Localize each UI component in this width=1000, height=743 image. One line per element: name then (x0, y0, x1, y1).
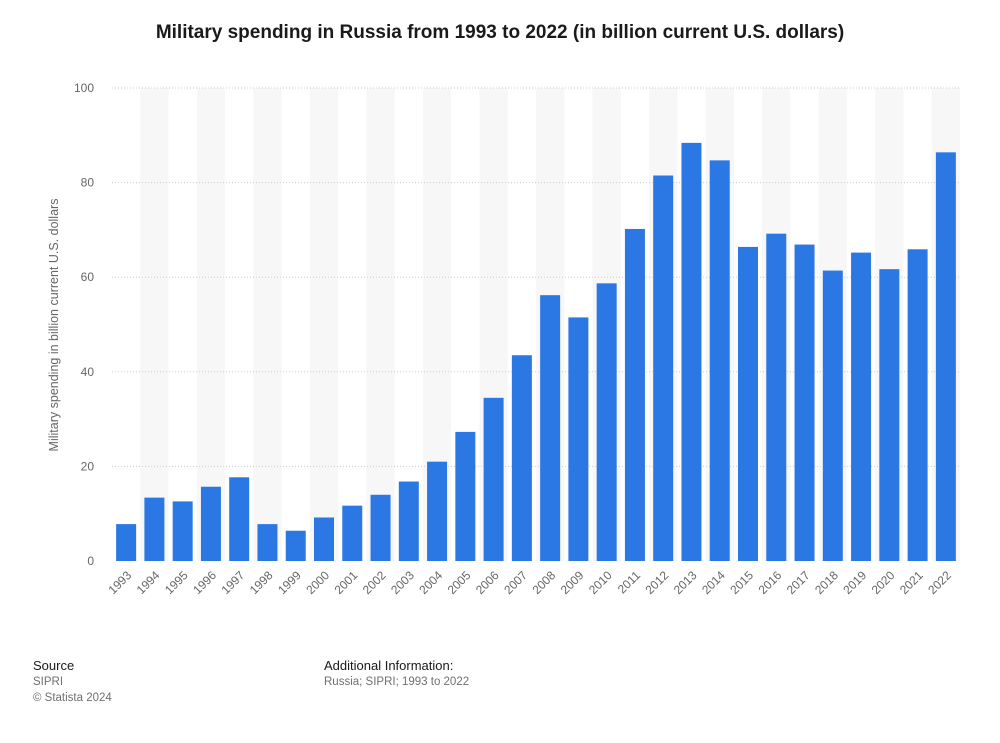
bar-1994[interactable] (144, 497, 165, 561)
y-axis-ticks: 0 20 40 60 80 100 (74, 81, 94, 568)
bar-2000[interactable] (314, 517, 334, 561)
background-stripe (196, 88, 226, 561)
x-tick-label: 1994 (134, 568, 163, 597)
bar-2010[interactable] (596, 283, 617, 561)
x-tick-label: 1996 (190, 568, 219, 597)
x-tick-label: 2001 (332, 568, 361, 597)
x-tick-label: 2019 (840, 568, 869, 597)
x-tick-label: 2020 (869, 568, 898, 597)
background-stripe (253, 88, 282, 561)
background-stripe (366, 88, 395, 561)
x-tick-label: 2016 (756, 568, 785, 597)
source-block: Source SIPRI © Statista 2024 (33, 658, 112, 706)
bar-2019[interactable] (851, 252, 872, 561)
bar-chart: 0 20 40 60 80 100 1993 1994 1995 1996 1997 1998 199… (47, 81, 960, 597)
x-tick-label: 1997 (219, 568, 248, 597)
additional-info-heading: Additional Information: (324, 658, 454, 673)
copyright-text: © Statista 2024 (33, 692, 112, 704)
x-tick-label: 2017 (784, 568, 813, 597)
bar-2008[interactable] (540, 295, 561, 561)
x-tick-label: 2014 (699, 568, 728, 597)
bar-2002[interactable] (370, 494, 391, 561)
bar-2011[interactable] (624, 228, 645, 562)
bar-2005[interactable] (455, 431, 476, 561)
x-tick-label: 2003 (388, 568, 417, 597)
x-tick-label: 2002 (360, 568, 389, 597)
y-tick-label: 40 (81, 365, 95, 379)
bar-1993[interactable] (116, 524, 137, 561)
y-tick-label: 60 (81, 270, 95, 284)
x-tick-label: 2018 (812, 568, 841, 597)
background-stripe (309, 88, 339, 561)
y-tick-label: 0 (87, 554, 94, 568)
bars (116, 142, 956, 562)
x-tick-label: 2009 (558, 568, 587, 597)
x-tick-label: 2006 (473, 568, 502, 597)
x-tick-label: 2011 (615, 568, 643, 596)
source-heading: Source (33, 658, 75, 673)
x-tick-label: 2012 (643, 568, 672, 597)
bar-2020[interactable] (879, 269, 900, 561)
bar-2017[interactable] (794, 244, 815, 562)
x-tick-label: 2021 (897, 568, 926, 597)
x-axis-ticks: 1993 1994 1995 1996 1997 1998 1999 2000 2001 2002… (105, 568, 954, 597)
bar-2012[interactable] (653, 175, 674, 561)
bar-2007[interactable] (511, 355, 532, 561)
bar-1998[interactable] (257, 524, 278, 561)
additional-info-text: Russia; SIPRI; 1993 to 2022 (324, 676, 470, 688)
bar-2003[interactable] (398, 481, 419, 561)
x-tick-label: 1999 (275, 568, 304, 597)
x-tick-label: 1993 (105, 568, 134, 597)
bar-2021[interactable] (907, 249, 928, 561)
chart-title: Military spending in Russia from 1993 to… (155, 22, 845, 43)
background-stripe (140, 88, 169, 561)
x-tick-label: 1998 (247, 568, 276, 597)
bar-2001[interactable] (342, 505, 363, 561)
gridlines (112, 87, 960, 467)
bar-2006[interactable] (483, 397, 504, 561)
bar-2014[interactable] (709, 160, 730, 561)
x-tick-label: 2007 (501, 568, 530, 597)
x-tick-label: 2008 (529, 568, 558, 597)
bar-1995[interactable] (172, 501, 193, 561)
x-tick-label: 2015 (727, 568, 756, 597)
bar-2004[interactable] (427, 461, 448, 561)
bar-1996[interactable] (200, 486, 221, 561)
y-tick-label: 80 (81, 176, 95, 190)
x-tick-label: 1995 (162, 568, 191, 597)
bar-2018[interactable] (822, 270, 843, 561)
x-tick-label: 2010 (586, 568, 615, 597)
bar-2016[interactable] (766, 233, 787, 561)
bar-1999[interactable] (285, 530, 306, 561)
bar-2009[interactable] (568, 317, 589, 561)
source-name[interactable]: SIPRI (33, 676, 64, 688)
y-tick-label: 20 (81, 459, 95, 473)
x-tick-label: 2013 (671, 568, 700, 597)
additional-info-block: Additional Information: Russia; SIPRI; 1… (324, 658, 469, 690)
bar-2022[interactable] (935, 152, 956, 561)
x-tick-label: 2004 (416, 568, 445, 597)
y-tick-label: 100 (74, 81, 94, 95)
bar-2015[interactable] (738, 246, 758, 562)
x-tick-label: 2022 (925, 568, 954, 597)
x-tick-label: 2005 (445, 568, 474, 597)
bar-1997[interactable] (229, 477, 250, 561)
x-tick-label: 2000 (303, 568, 332, 597)
bar-2013[interactable] (681, 142, 702, 562)
y-axis-label: Military spending in billion current U.S… (47, 199, 61, 452)
